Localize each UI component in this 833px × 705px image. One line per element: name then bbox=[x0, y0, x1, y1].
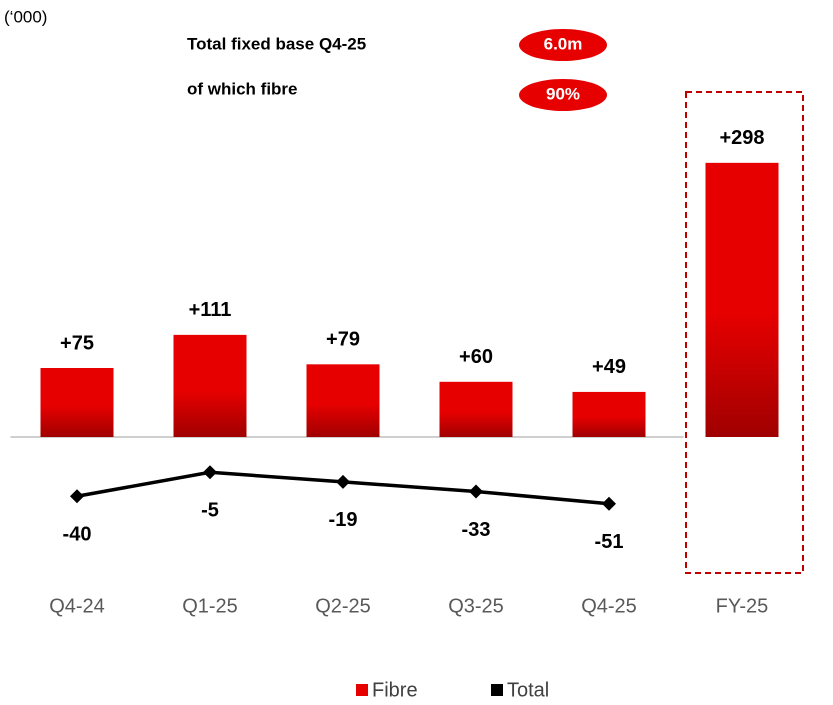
x-tick-label: Q4-24 bbox=[49, 595, 105, 617]
line-label: -19 bbox=[329, 509, 358, 531]
annotation-text: of which fibre bbox=[187, 79, 298, 98]
bar bbox=[572, 391, 646, 437]
badge-text: 6.0m bbox=[544, 34, 583, 53]
marker bbox=[203, 465, 217, 480]
highlight-box bbox=[685, 91, 804, 574]
x-tick-label: Q3-25 bbox=[448, 595, 504, 617]
bar bbox=[306, 364, 380, 437]
legend-swatch bbox=[491, 684, 503, 696]
x-tick-label: Q4-25 bbox=[581, 595, 637, 617]
marker bbox=[70, 489, 84, 504]
line-label: -5 bbox=[201, 500, 219, 522]
legend-label: Fibre bbox=[372, 679, 418, 701]
annotation-text: Total fixed base Q4-25 bbox=[187, 34, 366, 53]
marker bbox=[602, 496, 616, 511]
x-tick-label: FY-25 bbox=[716, 595, 769, 617]
bar bbox=[40, 368, 114, 437]
bar bbox=[173, 334, 247, 437]
value-label: +111 bbox=[189, 299, 232, 321]
value-label: +298 bbox=[719, 127, 764, 149]
badge-text: 90% bbox=[546, 84, 580, 103]
value-label: +79 bbox=[326, 329, 360, 351]
value-label: +75 bbox=[60, 332, 94, 354]
legend-swatch bbox=[356, 684, 368, 696]
bar bbox=[439, 381, 513, 437]
line-label: -51 bbox=[595, 531, 624, 553]
marker bbox=[469, 484, 483, 499]
line-label: -33 bbox=[462, 519, 491, 541]
bar bbox=[705, 162, 779, 437]
badge bbox=[519, 29, 607, 61]
x-tick-label: Q2-25 bbox=[315, 595, 371, 617]
legend-label: Total bbox=[507, 679, 549, 701]
value-label: +49 bbox=[592, 356, 626, 378]
line-label: -40 bbox=[63, 524, 92, 546]
marker bbox=[336, 474, 350, 489]
value-label: +60 bbox=[459, 346, 493, 368]
x-tick-label: Q1-25 bbox=[182, 595, 238, 617]
badge bbox=[519, 79, 607, 111]
unit-label: (‘000) bbox=[4, 7, 47, 26]
